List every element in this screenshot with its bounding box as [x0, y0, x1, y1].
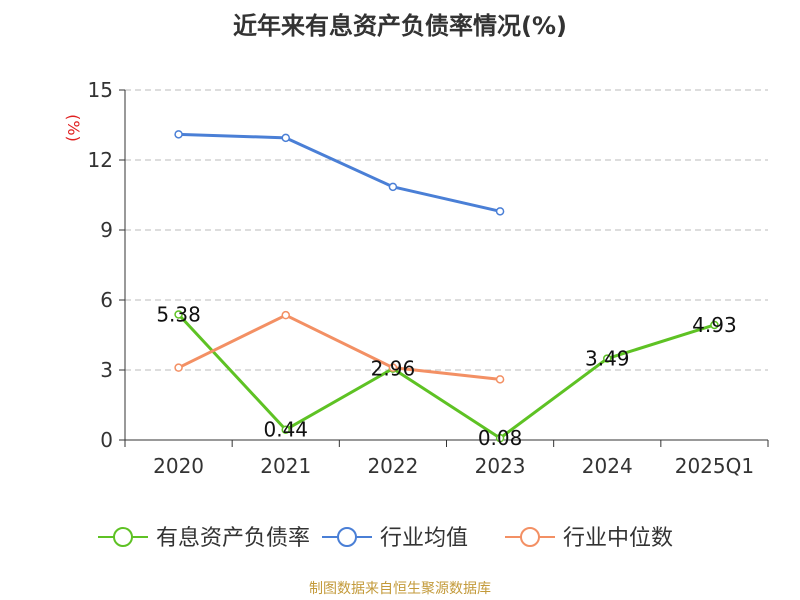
series-line-1 — [178, 132, 501, 213]
y-tick-label: 6 — [100, 288, 113, 312]
data-label: 0.08 — [478, 426, 523, 450]
data-point[interactable] — [603, 354, 612, 363]
y-tick-label: 0 — [100, 428, 113, 452]
axes: 0 3 6 9 12 15 2020 2021 2022 2023 2024 2025Q1 (%) — [64, 78, 769, 478]
legend-label: 行业中位数 — [563, 526, 673, 551]
data-labels: 5.38 0.44 2.96 0.08 3.49 4.93 — [156, 302, 736, 450]
legend[interactable]: 有息资产负债率 行业均值 行业中位数 — [98, 526, 673, 551]
series-line-0 — [177, 313, 715, 440]
data-point[interactable] — [495, 375, 505, 384]
grid-lines — [125, 89, 768, 371]
data-point[interactable] — [174, 363, 183, 372]
legend-item-2[interactable]: 行业中位数 — [505, 526, 673, 551]
data-point[interactable] — [388, 363, 398, 372]
legend-marker — [520, 527, 540, 547]
legend-label: 有息资产负债率 — [156, 526, 310, 551]
y-tick-label: 12 — [88, 148, 113, 172]
series-lines — [174, 130, 719, 443]
data-label: 3.49 — [585, 347, 630, 371]
x-tick-label: 2025Q1 — [675, 454, 754, 478]
data-point[interactable] — [495, 207, 505, 216]
data-point[interactable] — [281, 310, 290, 320]
data-label: 5.38 — [156, 302, 201, 326]
chart-title: 近年来有息资产负债率情况(%) — [233, 12, 567, 40]
data-point[interactable] — [495, 433, 505, 443]
data-label: 0.44 — [263, 418, 308, 442]
data-point[interactable] — [174, 310, 183, 319]
data-point[interactable] — [174, 130, 183, 139]
data-point[interactable] — [710, 320, 719, 330]
x-tick-label: 2023 — [475, 454, 526, 478]
data-point[interactable] — [281, 133, 290, 143]
legend-marker — [113, 527, 133, 547]
y-tick-label: 9 — [100, 218, 113, 242]
y-tick-label: 15 — [88, 78, 113, 102]
x-tick-label: 2024 — [582, 454, 633, 478]
x-tick-label: 2021 — [260, 454, 311, 478]
data-label: 2.96 — [371, 357, 416, 381]
y-axis-label: (%) — [64, 114, 83, 142]
data-point[interactable] — [281, 425, 290, 434]
legend-item-0[interactable]: 有息资产负债率 — [98, 526, 310, 551]
x-tick-label: 2022 — [367, 454, 418, 478]
legend-item-1[interactable]: 行业均值 — [322, 526, 468, 551]
source-note: 制图数据来自恒生聚源数据库 — [309, 581, 491, 597]
series-line-2 — [177, 313, 501, 381]
x-tick-label: 2020 — [153, 454, 204, 478]
data-label: 4.93 — [692, 313, 737, 337]
legend-marker — [337, 527, 357, 547]
y-tick-label: 3 — [100, 358, 113, 382]
legend-label: 行业均值 — [380, 526, 468, 551]
data-point[interactable] — [388, 182, 398, 192]
